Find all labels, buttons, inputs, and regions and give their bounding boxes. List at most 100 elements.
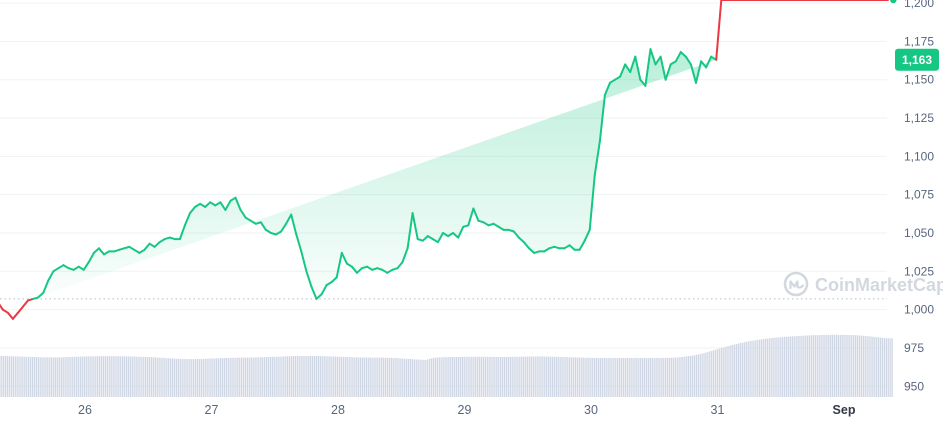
- volume-bar: [143, 356, 145, 397]
- volume-bar: [85, 356, 87, 397]
- volume-bar: [555, 356, 557, 397]
- volume-bar: [100, 356, 103, 397]
- volume-bar: [281, 356, 283, 397]
- volume-bar: [760, 339, 763, 397]
- volume-bar: [285, 356, 287, 397]
- volume-bar: [634, 357, 636, 397]
- volume-bar: [659, 357, 661, 397]
- volume-bar: [670, 357, 673, 397]
- volume-bar: [367, 357, 369, 397]
- price-line-segment: [517, 236, 525, 244]
- volume-bar: [876, 337, 878, 397]
- volume-bar: [874, 336, 876, 397]
- volume-bar: [359, 357, 362, 397]
- volume-bar: [828, 334, 830, 397]
- volume-bar: [308, 355, 310, 397]
- volume-bar: [22, 356, 24, 397]
- volume-bar: [743, 342, 745, 397]
- volume-bar: [879, 337, 882, 397]
- volume-bar: [156, 357, 158, 397]
- price-line-segment: [189, 205, 197, 215]
- volume-bar: [816, 335, 818, 397]
- volume-bar: [663, 357, 665, 397]
- volume-bar: [264, 357, 266, 397]
- volume-bar: [446, 357, 448, 397]
- volume-bar: [854, 335, 857, 397]
- volume-bar: [772, 337, 774, 397]
- price-line-segment: [649, 48, 657, 66]
- volume-bar: [691, 355, 694, 397]
- price-line-segment: [664, 63, 672, 81]
- volume-bar: [764, 338, 767, 397]
- volume-bar: [766, 338, 769, 397]
- volume-bar: [310, 355, 312, 397]
- volume-bar: [381, 357, 383, 397]
- price-line-segment: [0, 303, 4, 311]
- coinmarketcap-watermark: CoinMarketCap: [783, 271, 943, 297]
- volume-bar: [693, 355, 696, 397]
- volume-bar: [714, 349, 717, 397]
- volume-bar: [141, 356, 143, 397]
- watermark-text: CoinMarketCap: [815, 275, 943, 295]
- volume-bar: [559, 356, 561, 397]
- price-line-segment: [356, 267, 363, 274]
- price-line-segment: [37, 291, 45, 299]
- volume-bar: [369, 357, 371, 397]
- volume-bar: [348, 357, 350, 397]
- volume-bar: [3, 356, 5, 397]
- price-line-segment: [634, 55, 642, 81]
- volume-bar: [75, 356, 78, 397]
- volume-bar: [511, 356, 513, 397]
- price-line-segment: [603, 81, 611, 96]
- volume-bar: [599, 357, 602, 397]
- volume-bar: [632, 357, 634, 397]
- price-line-segment: [467, 207, 475, 227]
- volume-bar: [695, 354, 698, 397]
- volume-bar: [275, 356, 277, 397]
- volume-bar: [488, 356, 490, 397]
- volume-bar: [565, 357, 567, 397]
- volume-bar: [152, 357, 155, 397]
- volume-bar: [329, 356, 331, 397]
- volume-bar: [492, 356, 494, 397]
- volume-bar: [16, 356, 18, 397]
- volume-bar: [311, 355, 314, 397]
- volume-bar: [860, 335, 863, 397]
- volume-bar: [547, 356, 550, 397]
- volume-bar: [246, 357, 249, 397]
- volume-bar: [628, 357, 630, 397]
- volume-bar: [81, 356, 84, 397]
- volume-bar: [31, 357, 34, 397]
- volume-bar: [651, 357, 653, 397]
- volume-bar: [265, 357, 268, 397]
- volume-bar: [298, 355, 300, 397]
- volume-bar: [135, 356, 137, 397]
- volume-bar: [450, 357, 452, 397]
- volume-bar: [526, 356, 529, 397]
- volume-bar: [641, 357, 644, 397]
- volume-bar: [400, 358, 402, 397]
- volume-bar: [812, 335, 815, 397]
- volume-bar: [542, 356, 544, 397]
- volume-bar: [438, 357, 440, 397]
- volume-bar: [396, 358, 398, 397]
- volume-bar: [292, 356, 295, 397]
- volume-bar: [64, 357, 66, 397]
- volume-bar: [160, 357, 162, 397]
- price-line-segment: [22, 299, 30, 308]
- volume-bar: [455, 356, 458, 397]
- price-line-segment: [285, 213, 293, 225]
- volume-bar: [626, 357, 628, 397]
- volume-bar: [344, 356, 346, 397]
- volume-bar: [14, 356, 16, 397]
- volume-bar: [262, 357, 264, 397]
- volume-bar: [484, 356, 486, 397]
- volume-bar: [467, 356, 469, 397]
- current-price-dot: [888, 0, 899, 5]
- volume-bar: [336, 356, 339, 397]
- volume-bar: [856, 335, 859, 397]
- price-line-segment: [578, 239, 586, 251]
- volume-bar: [498, 356, 500, 397]
